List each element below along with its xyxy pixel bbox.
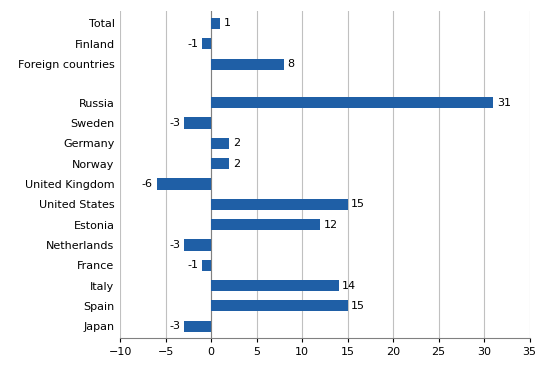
Text: -1: -1	[187, 260, 198, 270]
Bar	[202, 38, 211, 49]
Bar	[211, 18, 220, 29]
Bar	[211, 59, 284, 70]
Bar	[184, 240, 211, 250]
Text: -3: -3	[169, 240, 180, 250]
Bar	[202, 260, 211, 271]
Bar	[211, 138, 229, 149]
Bar	[211, 300, 348, 311]
Bar	[211, 158, 229, 169]
Text: -1: -1	[187, 39, 198, 49]
Text: 12: 12	[324, 220, 338, 230]
Text: -3: -3	[169, 321, 180, 331]
Bar	[157, 178, 211, 190]
Text: 2: 2	[233, 138, 240, 149]
Text: 2: 2	[233, 159, 240, 169]
Text: 8: 8	[288, 59, 295, 69]
Bar	[211, 280, 339, 291]
Text: 1: 1	[224, 18, 231, 29]
Text: 14: 14	[342, 280, 357, 291]
Text: -6: -6	[142, 179, 153, 189]
Bar	[211, 199, 348, 210]
Bar	[211, 219, 321, 230]
Bar	[184, 321, 211, 332]
Text: 15: 15	[351, 301, 365, 311]
Text: -3: -3	[169, 118, 180, 128]
Bar	[184, 117, 211, 129]
Text: 15: 15	[351, 199, 365, 209]
Text: 31: 31	[497, 98, 511, 108]
Bar	[211, 97, 493, 108]
